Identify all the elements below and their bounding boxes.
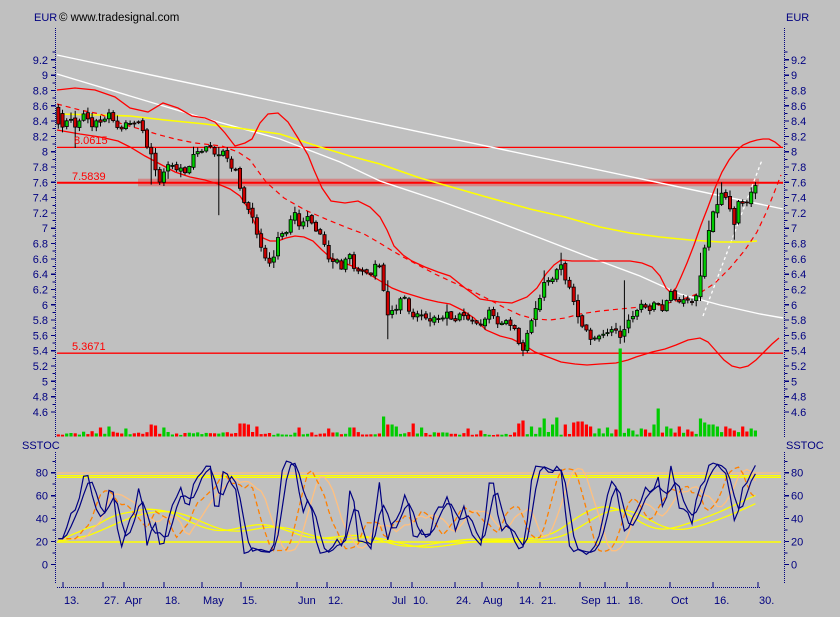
svg-text:18.: 18. bbox=[165, 595, 180, 607]
svg-text:9.2: 9.2 bbox=[791, 55, 806, 67]
svg-text:5.2: 5.2 bbox=[33, 361, 48, 373]
svg-text:6.2: 6.2 bbox=[33, 285, 48, 297]
svg-text:8: 8 bbox=[791, 147, 797, 159]
svg-text:8.4: 8.4 bbox=[33, 116, 48, 128]
svg-text:8.4: 8.4 bbox=[791, 116, 806, 128]
svg-text:5.6: 5.6 bbox=[33, 330, 48, 342]
svg-text:SSTOC: SSTOC bbox=[786, 440, 824, 452]
svg-text:6.8: 6.8 bbox=[33, 239, 48, 251]
svg-text:7: 7 bbox=[42, 223, 48, 235]
svg-text:SSTOC: SSTOC bbox=[22, 440, 60, 452]
svg-text:15.: 15. bbox=[242, 595, 257, 607]
svg-text:7.8: 7.8 bbox=[33, 162, 48, 174]
svg-text:8.6: 8.6 bbox=[33, 101, 48, 113]
svg-text:9: 9 bbox=[42, 70, 48, 82]
svg-text:Oct: Oct bbox=[671, 595, 688, 607]
svg-text:27.: 27. bbox=[104, 595, 119, 607]
svg-text:4.8: 4.8 bbox=[791, 392, 806, 404]
svg-text:5: 5 bbox=[791, 376, 797, 388]
svg-text:60: 60 bbox=[791, 491, 803, 503]
svg-text:7.4: 7.4 bbox=[791, 193, 806, 205]
svg-text:EUR: EUR bbox=[786, 12, 809, 24]
svg-text:8.2: 8.2 bbox=[33, 131, 48, 143]
svg-text:5.2: 5.2 bbox=[791, 361, 806, 373]
svg-text:5.4: 5.4 bbox=[33, 346, 48, 358]
svg-text:5.3671: 5.3671 bbox=[72, 341, 106, 353]
svg-text:6.4: 6.4 bbox=[33, 269, 48, 281]
svg-text:80: 80 bbox=[791, 468, 803, 480]
svg-text:6: 6 bbox=[42, 300, 48, 312]
svg-text:30.: 30. bbox=[759, 595, 774, 607]
svg-text:24.: 24. bbox=[456, 595, 471, 607]
svg-text:13.: 13. bbox=[64, 595, 79, 607]
svg-text:6.2: 6.2 bbox=[791, 285, 806, 297]
svg-text:20: 20 bbox=[36, 537, 48, 549]
svg-text:6: 6 bbox=[791, 300, 797, 312]
svg-text:10.: 10. bbox=[413, 595, 428, 607]
svg-text:11.: 11. bbox=[606, 595, 620, 607]
svg-text:40: 40 bbox=[791, 514, 803, 526]
svg-text:12.: 12. bbox=[328, 595, 343, 607]
svg-text:5.8: 5.8 bbox=[791, 315, 806, 327]
svg-text:6.4: 6.4 bbox=[791, 269, 806, 281]
svg-text:7.6: 7.6 bbox=[33, 177, 48, 189]
svg-text:8.0615: 8.0615 bbox=[74, 135, 108, 147]
svg-text:Jul: Jul bbox=[392, 595, 406, 607]
svg-text:5: 5 bbox=[42, 376, 48, 388]
svg-text:80: 80 bbox=[36, 468, 48, 480]
svg-text:EUR: EUR bbox=[34, 12, 57, 24]
svg-text:6.8: 6.8 bbox=[791, 239, 806, 251]
svg-text:8.8: 8.8 bbox=[33, 86, 48, 98]
svg-text:8.6: 8.6 bbox=[791, 101, 806, 113]
svg-text:May: May bbox=[203, 595, 224, 607]
svg-text:8.2: 8.2 bbox=[791, 131, 806, 143]
svg-text:21.: 21. bbox=[541, 595, 556, 607]
svg-text:© www.tradesignal.com: © www.tradesignal.com bbox=[59, 12, 179, 24]
svg-text:14.: 14. bbox=[519, 595, 534, 607]
svg-text:0: 0 bbox=[791, 560, 797, 572]
svg-text:7.6: 7.6 bbox=[791, 177, 806, 189]
svg-text:0: 0 bbox=[42, 560, 48, 572]
svg-text:40: 40 bbox=[36, 514, 48, 526]
svg-text:4.6: 4.6 bbox=[791, 407, 806, 419]
svg-text:20: 20 bbox=[791, 537, 803, 549]
svg-text:7: 7 bbox=[791, 223, 797, 235]
svg-text:7.8: 7.8 bbox=[791, 162, 806, 174]
svg-text:7.2: 7.2 bbox=[33, 208, 48, 220]
svg-text:9: 9 bbox=[791, 70, 797, 82]
svg-text:16.: 16. bbox=[714, 595, 729, 607]
svg-text:Sep: Sep bbox=[581, 595, 601, 607]
svg-text:7.4: 7.4 bbox=[33, 193, 48, 205]
svg-text:9.2: 9.2 bbox=[33, 55, 48, 67]
svg-text:Aug: Aug bbox=[483, 595, 503, 607]
svg-text:7.2: 7.2 bbox=[791, 208, 806, 220]
svg-text:4.6: 4.6 bbox=[33, 407, 48, 419]
svg-text:5.8: 5.8 bbox=[33, 315, 48, 327]
svg-text:18.: 18. bbox=[628, 595, 643, 607]
svg-text:6.6: 6.6 bbox=[33, 254, 48, 266]
svg-text:5.4: 5.4 bbox=[791, 346, 806, 358]
svg-text:Jun: Jun bbox=[298, 595, 316, 607]
svg-text:8: 8 bbox=[42, 147, 48, 159]
svg-text:5.6: 5.6 bbox=[791, 330, 806, 342]
svg-text:Apr: Apr bbox=[125, 595, 142, 607]
svg-text:7.5839: 7.5839 bbox=[72, 171, 106, 183]
svg-text:60: 60 bbox=[36, 491, 48, 503]
svg-text:6.6: 6.6 bbox=[791, 254, 806, 266]
svg-text:8.8: 8.8 bbox=[791, 86, 806, 98]
svg-text:4.8: 4.8 bbox=[33, 392, 48, 404]
